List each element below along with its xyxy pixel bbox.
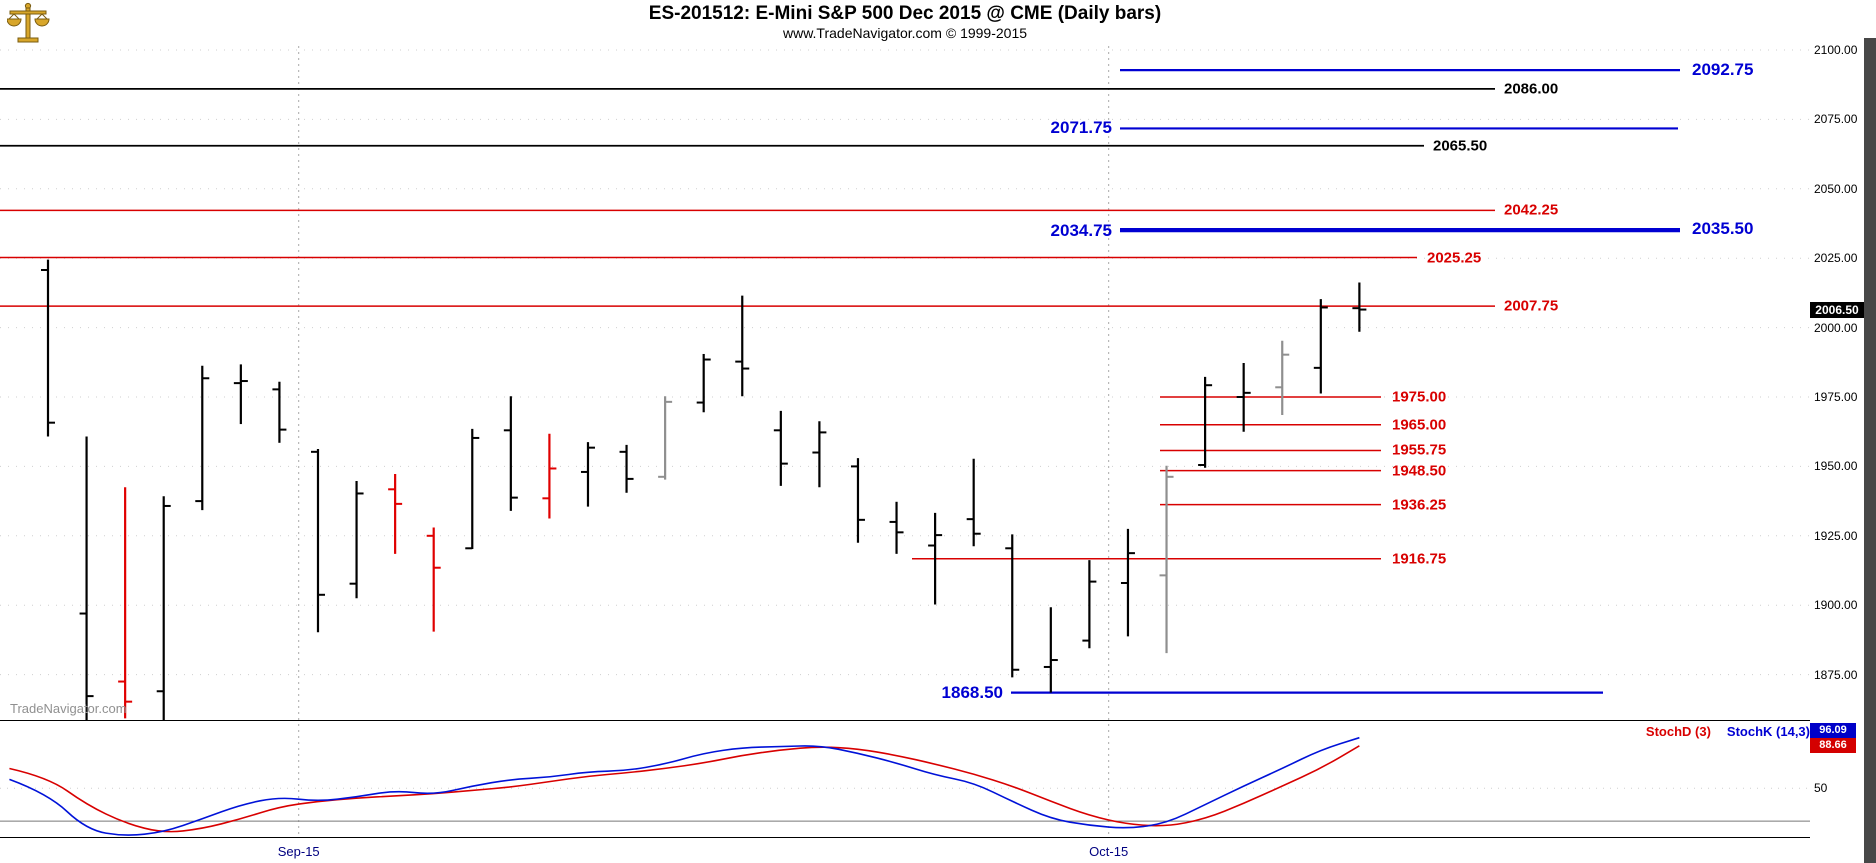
- stoch-k-line: [9, 736, 1360, 836]
- stoch-d-line: [9, 745, 1360, 833]
- ohlc-bar-2015-10-05: [1198, 376, 1213, 468]
- ohlc-bar-2015-09-09: [503, 396, 518, 511]
- level-label: 2086.00: [1504, 80, 1559, 98]
- ohlc-bar-2015-09-16: [696, 353, 711, 413]
- ohlc-bar-2015-10-09: [1352, 282, 1367, 332]
- vertical-scrollbar[interactable]: [1864, 38, 1876, 863]
- ohlc-bar-2015-09-15: [658, 396, 673, 480]
- ohlc-bar-2015-09-02: [349, 480, 364, 599]
- ohlc-bar-2015-09-25: [966, 458, 981, 547]
- level-label: 1868.50: [941, 682, 1003, 702]
- ohlc-bar-2015-09-17: [735, 295, 750, 397]
- last-price-badge: 2006.50: [1810, 302, 1864, 318]
- price-tick-label: 1875.00: [1814, 667, 1858, 682]
- level-label: 2042.25: [1504, 201, 1559, 219]
- ohlc-bar-2015-09-14: [619, 444, 634, 493]
- ohlc-bar-2015-09-22: [850, 458, 865, 543]
- ohlc-bar-2015-08-24: [79, 436, 94, 721]
- price-tick-label: 2100.00: [1814, 43, 1858, 57]
- price-tick-label: 2000.00: [1814, 320, 1858, 335]
- stoch-k-value-badge: 96.09: [1810, 723, 1856, 738]
- ohlc-bar-2015-09-29: [1043, 607, 1058, 693]
- price-tick-label: 2025.00: [1814, 251, 1858, 266]
- ohlc-bar-2015-09-04: [426, 527, 441, 632]
- price-bars-layer: [41, 259, 1367, 721]
- ohlc-bar-2015-08-25: [118, 487, 133, 719]
- ohlc-bar-2015-09-28: [1005, 534, 1020, 678]
- level-label: 2071.75: [1050, 118, 1112, 138]
- ohlc-bar-2015-09-01: [310, 449, 325, 633]
- price-tick-label: 1950.00: [1814, 459, 1858, 474]
- ohlc-bar-2015-08-27: [195, 365, 210, 511]
- stoch-axis-label-50: 50: [1814, 781, 1828, 795]
- ohlc-bar-2015-10-08: [1313, 299, 1328, 394]
- level-label: 1965.00: [1392, 416, 1447, 434]
- date-axis-label: Sep-15: [277, 844, 320, 859]
- stoch-layer: [9, 736, 1360, 836]
- ohlc-bar-2015-09-24: [928, 512, 943, 605]
- level-label: 1948.50: [1392, 462, 1447, 480]
- level-label: 1916.75: [1392, 550, 1447, 568]
- ohlc-bar-2015-10-01: [1120, 528, 1135, 637]
- ohlc-bar-2015-10-07: [1275, 340, 1290, 416]
- ohlc-bar-2015-09-03: [388, 474, 403, 554]
- level-label: 1975.00: [1392, 388, 1447, 406]
- level-label: 1936.25: [1392, 496, 1447, 514]
- ohlc-bar-2015-08-26: [156, 496, 171, 721]
- chart-subtitle: www.TradeNavigator.com © 1999-2015: [782, 25, 1028, 41]
- stoch-d-label: StochD (3): [1645, 724, 1711, 739]
- ohlc-bar-2015-09-18: [773, 410, 788, 486]
- price-tick-label: 1975.00: [1814, 390, 1858, 404]
- price-tick-label: 2050.00: [1814, 181, 1858, 196]
- ohlc-bar-2015-09-21: [812, 421, 827, 488]
- chart-title: ES-201512: E-Mini S&P 500 Dec 2015 @ CME…: [648, 3, 1162, 24]
- level-label: 2065.50: [1433, 137, 1488, 155]
- ohlc-bar-2015-08-28: [233, 364, 248, 425]
- stoch-k-label: StochK (14,3): [1726, 724, 1810, 739]
- level-label: 2092.75: [1692, 60, 1754, 80]
- price-tick-label: 1925.00: [1814, 528, 1858, 543]
- price-tick-label: 2075.00: [1814, 112, 1858, 127]
- level-label: 2034.75: [1050, 221, 1112, 241]
- level-label: 1955.75: [1392, 441, 1447, 459]
- ohlc-bar-2015-09-30: [1082, 560, 1097, 649]
- watermark: TradeNavigator.com: [10, 701, 127, 716]
- stoch-legend: StochD (3) StochK (14,3): [1646, 724, 1810, 739]
- ohlc-bar-2015-09-23: [889, 501, 904, 554]
- date-axis-label: Oct-15: [1089, 844, 1129, 859]
- ohlc-bar-2015-08-31: [272, 381, 287, 443]
- price-tick-label: 1900.00: [1814, 598, 1858, 613]
- ohlc-bar-2015-09-10: [542, 433, 557, 519]
- level-label: 2035.50: [1692, 219, 1754, 239]
- stoch-d-value-badge: 88.66: [1810, 738, 1856, 753]
- ohlc-bar-2015-10-06: [1236, 362, 1251, 432]
- level-label: 2007.75: [1504, 297, 1559, 315]
- app-logo-scales-icon: [7, 2, 50, 43]
- ohlc-bar-2015-09-11: [580, 442, 595, 507]
- ohlc-bar-2015-10-02: [1159, 465, 1174, 654]
- ohlc-bar-2015-08-21: [41, 259, 55, 437]
- ohlc-bar-2015-09-08: [465, 428, 480, 550]
- level-label: 2025.25: [1427, 249, 1482, 266]
